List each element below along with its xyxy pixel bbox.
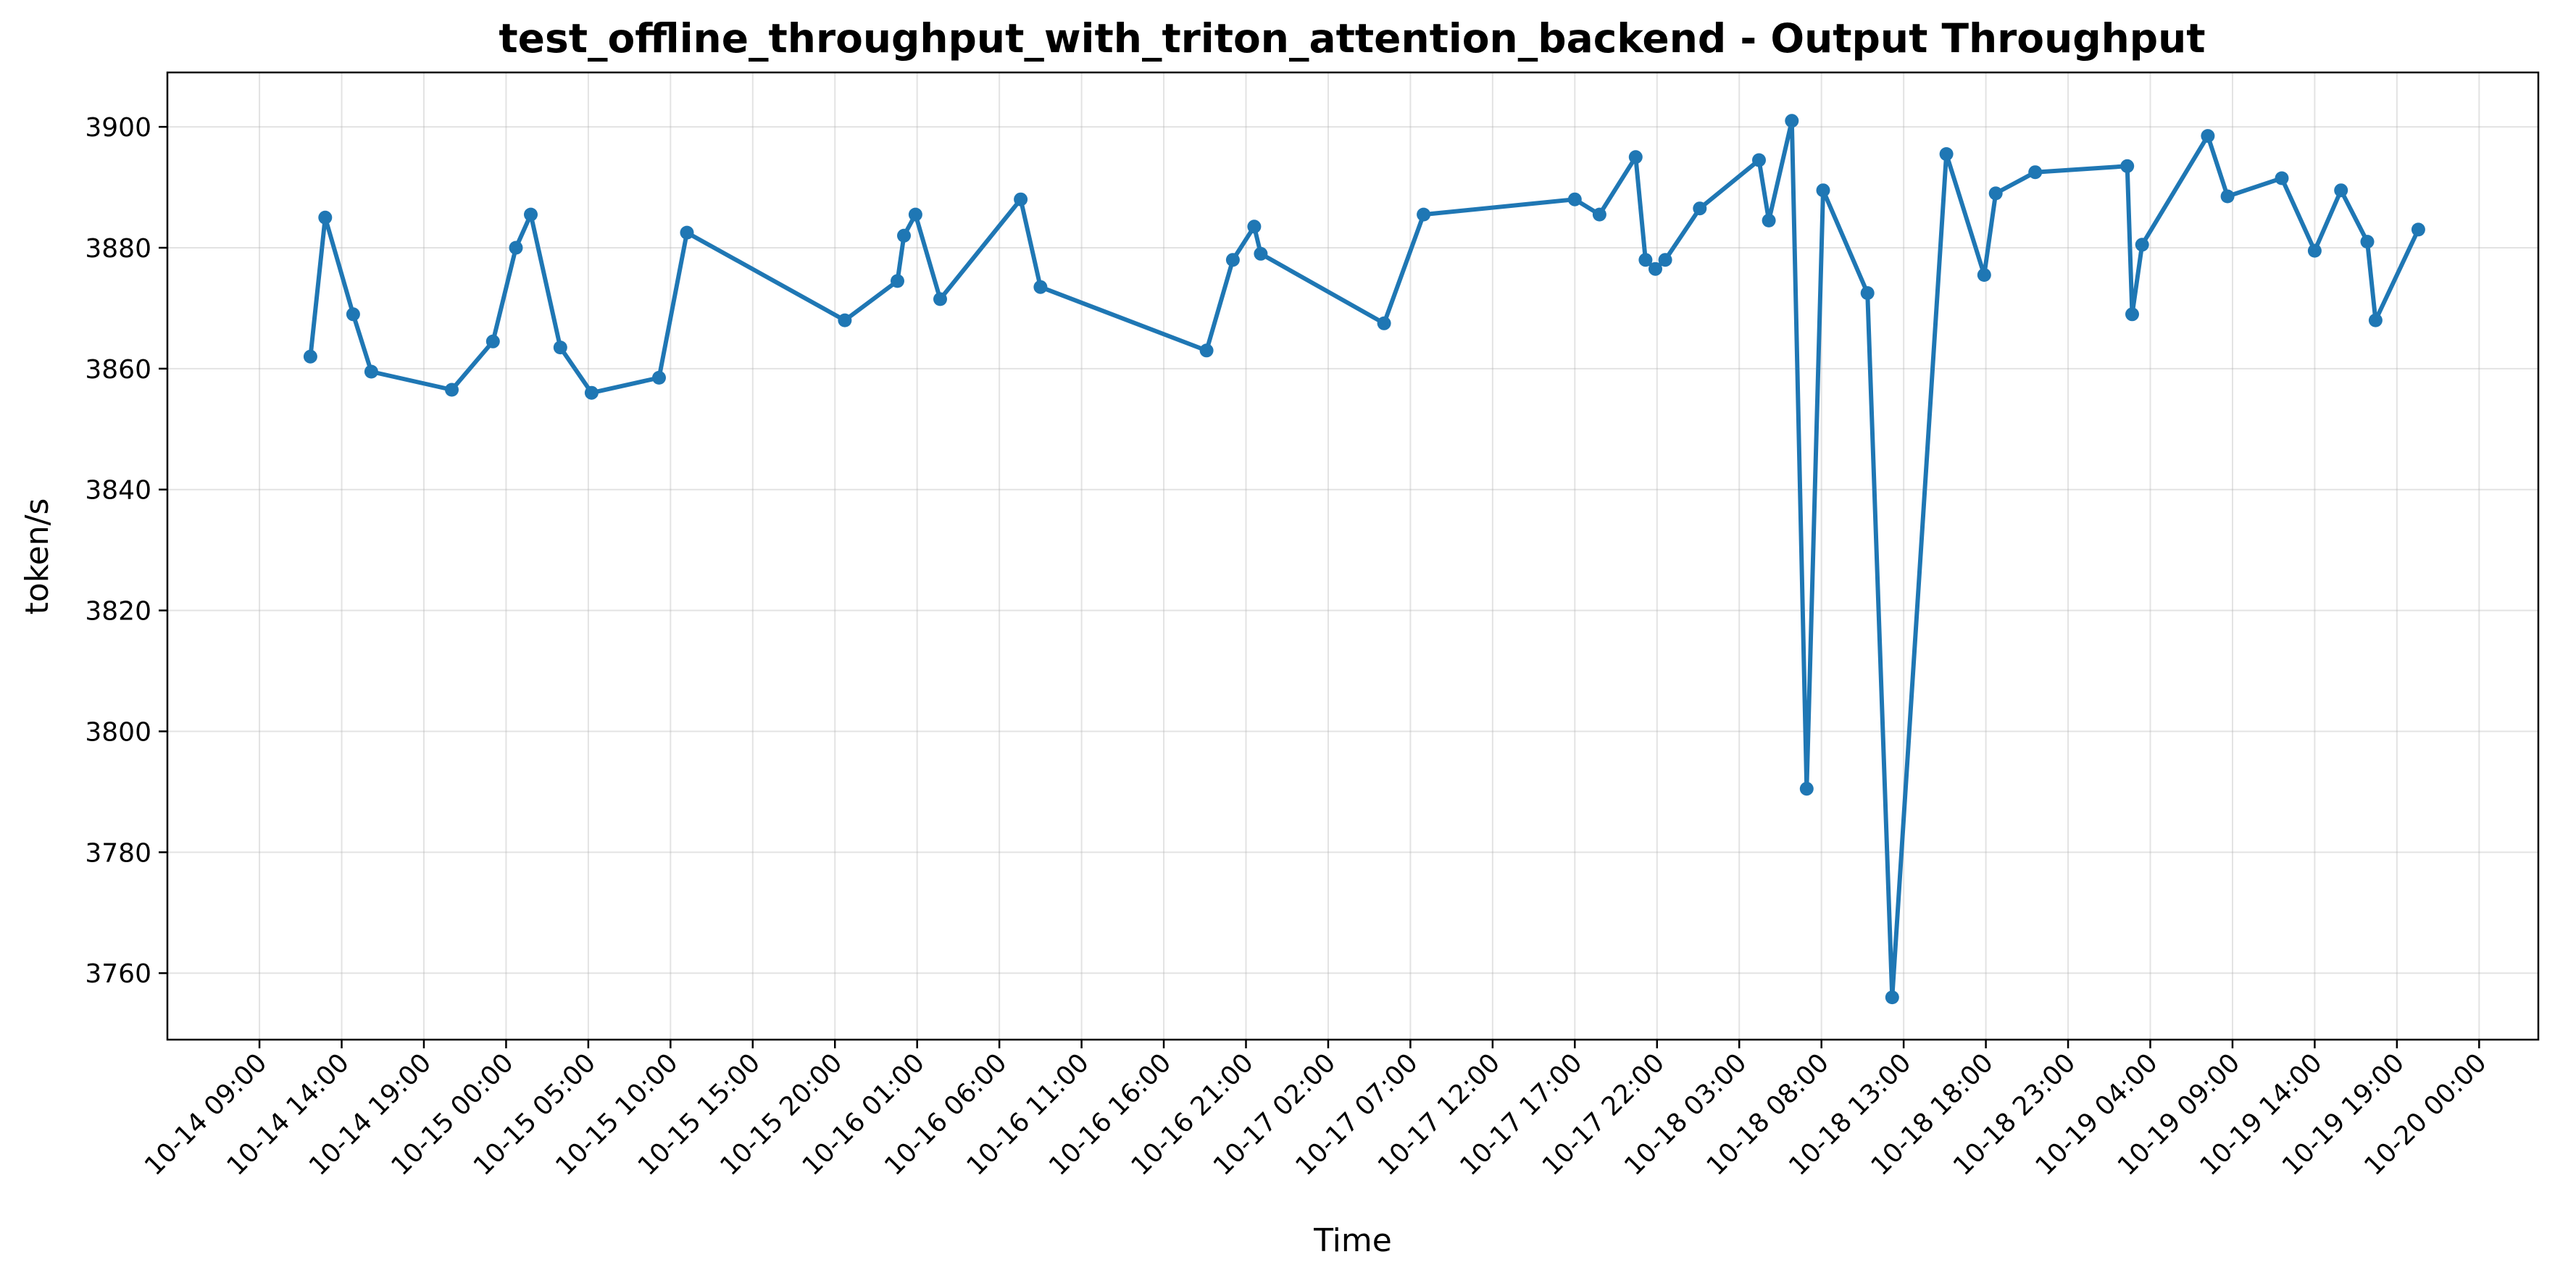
data-point xyxy=(2135,238,2149,252)
chart-title: test_offline_throughput_with_triton_atte… xyxy=(499,15,2205,62)
data-point xyxy=(1799,782,1814,796)
data-point xyxy=(1628,150,1643,164)
data-point xyxy=(584,385,599,400)
data-point xyxy=(1693,201,1707,216)
x-axis-label: Time xyxy=(1313,1222,1392,1259)
data-point xyxy=(1658,253,1672,267)
data-point xyxy=(553,341,567,355)
data-point xyxy=(1592,207,1606,222)
data-point xyxy=(838,313,852,327)
y-tick-label: 3880 xyxy=(85,234,151,264)
data-point xyxy=(364,364,378,379)
y-tick-label: 3780 xyxy=(85,838,151,868)
data-point xyxy=(1752,153,1766,167)
data-point xyxy=(2220,189,2235,204)
data-point xyxy=(445,383,459,397)
data-point xyxy=(2125,307,2139,322)
data-point xyxy=(2360,235,2375,249)
y-tick-label: 3800 xyxy=(85,717,151,747)
y-tick-label: 3860 xyxy=(85,355,151,385)
data-point xyxy=(1014,192,1028,206)
data-point xyxy=(2411,222,2425,237)
data-point xyxy=(652,370,666,385)
data-point xyxy=(933,292,947,306)
y-tick-label: 3760 xyxy=(85,959,151,989)
data-point xyxy=(1567,192,1582,206)
data-point xyxy=(1247,220,1262,234)
data-point xyxy=(2368,313,2383,327)
data-point xyxy=(318,210,333,225)
plot-area-frame xyxy=(166,71,2540,1041)
series-line xyxy=(308,118,2421,1000)
data-point xyxy=(1648,262,1662,276)
data-point xyxy=(1977,268,1991,282)
data-point xyxy=(1785,114,1799,128)
y-axis-label: token/s xyxy=(19,498,56,615)
y-tick-label: 3820 xyxy=(85,597,151,627)
data-point xyxy=(1199,343,1214,358)
data-point xyxy=(1225,253,1240,267)
data-point xyxy=(1417,207,1431,222)
data-point xyxy=(485,334,500,348)
data-point xyxy=(1885,990,1899,1005)
data-point xyxy=(509,241,523,255)
data-point xyxy=(524,207,538,222)
data-point xyxy=(1033,280,1048,294)
data-point xyxy=(897,228,911,243)
data-point xyxy=(908,207,922,222)
data-point xyxy=(2201,129,2215,143)
data-point xyxy=(680,225,694,240)
data-point xyxy=(1762,213,1776,227)
data-point xyxy=(1377,316,1391,330)
data-point xyxy=(346,307,360,322)
data-point xyxy=(2120,159,2135,173)
data-point xyxy=(1939,147,1954,162)
data-point xyxy=(2307,243,2322,258)
data-point xyxy=(2275,171,2289,185)
data-point xyxy=(1816,183,1830,198)
data-point xyxy=(1638,253,1653,267)
y-tick-label: 3840 xyxy=(85,476,151,506)
y-tick-label: 3900 xyxy=(85,113,151,143)
data-point xyxy=(2334,183,2348,198)
data-point xyxy=(1988,186,2003,201)
data-point xyxy=(1860,286,1875,300)
data-point xyxy=(303,349,317,364)
y-axis-ticks: 3760 3780 3800 3820 3840 3860 3880 3900 xyxy=(85,113,167,989)
data-point xyxy=(1254,246,1268,261)
data-point xyxy=(891,274,904,288)
data-point xyxy=(2028,165,2043,180)
series-layer xyxy=(303,114,2425,1005)
